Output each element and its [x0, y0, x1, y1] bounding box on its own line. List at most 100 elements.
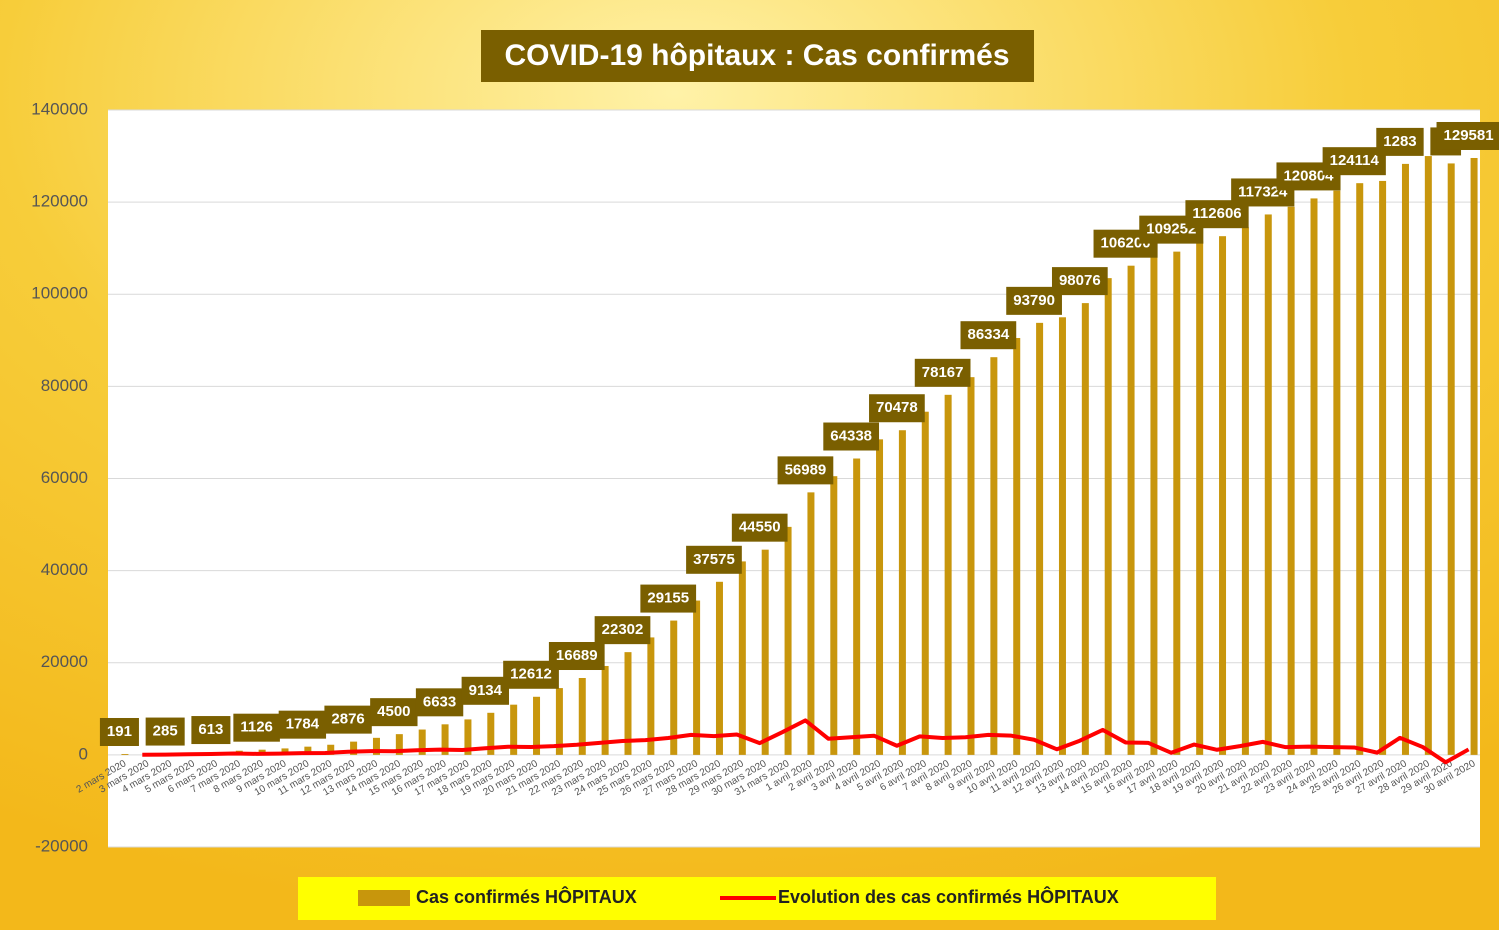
- data-label: 56989: [785, 461, 827, 478]
- data-label: 1784: [278, 710, 327, 739]
- data-label-box: [686, 545, 742, 574]
- data-label: 109252: [1139, 215, 1204, 244]
- data-label: 1784: [286, 716, 320, 733]
- y-tick-label: 80000: [41, 376, 88, 395]
- data-label-box: [548, 642, 605, 671]
- data-label: 9134: [461, 676, 509, 705]
- data-label: 1126: [233, 713, 280, 742]
- data-label: 2876: [331, 711, 364, 728]
- data-label-box: [777, 456, 834, 485]
- bar: [533, 696, 541, 755]
- data-label: 98076: [1051, 267, 1108, 296]
- bar: [601, 665, 609, 755]
- data-label-box: [461, 676, 509, 705]
- bar: [1310, 198, 1318, 755]
- data-label: 4500: [377, 703, 410, 720]
- data-label-box: [731, 513, 788, 542]
- legend-label: Cas confirmés HÔPITAUX: [416, 886, 637, 907]
- data-label: 4500: [370, 698, 418, 727]
- data-label: 64338: [823, 422, 880, 451]
- bar: [1447, 163, 1455, 755]
- data-label: 2876: [324, 705, 372, 734]
- data-label-box: [1051, 267, 1108, 296]
- data-label: 93790: [1013, 292, 1055, 309]
- data-label: 98076: [1059, 272, 1101, 289]
- bar: [441, 724, 449, 755]
- data-label-box: [370, 698, 418, 727]
- bar: [1241, 227, 1249, 755]
- data-label: 1283: [1376, 127, 1424, 156]
- bar: [944, 394, 952, 755]
- bar: [1036, 322, 1044, 755]
- bar: [418, 729, 426, 755]
- data-label-box: [233, 713, 280, 742]
- bar: [578, 678, 586, 755]
- data-label: 6633: [423, 693, 456, 710]
- bar: [1264, 214, 1272, 755]
- bar: [670, 620, 678, 755]
- data-label: 124114: [1322, 147, 1386, 176]
- bar: [1013, 338, 1021, 755]
- bar: [990, 357, 998, 755]
- data-label-box: [324, 705, 372, 734]
- bar: [1173, 251, 1181, 755]
- data-label: 129581: [1436, 121, 1499, 150]
- bar: [327, 744, 335, 755]
- bar: [830, 476, 838, 755]
- data-label-box: [278, 710, 327, 739]
- bar: [510, 704, 518, 755]
- y-tick-label: 100000: [31, 284, 88, 303]
- bar: [464, 719, 472, 755]
- bar: [487, 712, 495, 755]
- data-label: 129581: [1444, 127, 1494, 144]
- bar: [121, 753, 129, 755]
- bar: [967, 377, 975, 755]
- bar: [1287, 206, 1295, 755]
- data-label-box: [823, 422, 880, 451]
- data-label: 109252: [1146, 221, 1196, 238]
- bar: [304, 746, 312, 755]
- data-label-box: [869, 394, 925, 423]
- y-tick-label: 0: [79, 744, 88, 763]
- data-label: 22302: [602, 621, 644, 638]
- data-label: 16689: [556, 647, 598, 664]
- bar: [898, 430, 906, 755]
- data-label: 6633: [415, 688, 464, 717]
- data-label: 16689: [548, 642, 605, 671]
- bar: [1401, 163, 1409, 755]
- bar: [1058, 317, 1066, 755]
- data-label: 1283: [1383, 133, 1416, 150]
- bar: [1219, 236, 1227, 755]
- bar: [350, 741, 358, 755]
- bar: [1424, 156, 1432, 755]
- data-label: 120804: [1283, 167, 1334, 184]
- data-label: 12612: [510, 666, 552, 683]
- data-label-box: [640, 584, 697, 613]
- chart-title: COVID-19 hôpitaux : Cas confirmés: [504, 39, 1009, 72]
- bar: [372, 737, 380, 755]
- data-label-box: [1436, 121, 1499, 150]
- bar: [1470, 157, 1478, 755]
- data-label: 78167: [922, 364, 964, 381]
- data-label: 70478: [869, 394, 925, 423]
- bar: [738, 561, 746, 755]
- bar: [921, 411, 929, 755]
- data-label: 70478: [876, 399, 918, 416]
- data-label: 78167: [914, 358, 971, 387]
- data-label: 9134: [469, 682, 503, 699]
- data-label: 86334: [960, 321, 1017, 350]
- data-label-box: [191, 716, 231, 745]
- bar: [715, 581, 723, 755]
- bar: [853, 458, 861, 755]
- data-label: 285: [145, 717, 185, 746]
- bar: [555, 688, 563, 755]
- data-label: 86334: [968, 326, 1010, 343]
- data-label: 106200: [1101, 235, 1151, 252]
- y-tick-label: 20000: [41, 652, 88, 671]
- data-label: 124114: [1330, 152, 1380, 169]
- data-label: 56989: [777, 456, 834, 485]
- data-label: 191: [99, 717, 139, 746]
- y-tick-label: 40000: [41, 560, 88, 579]
- data-label: 613: [191, 716, 231, 745]
